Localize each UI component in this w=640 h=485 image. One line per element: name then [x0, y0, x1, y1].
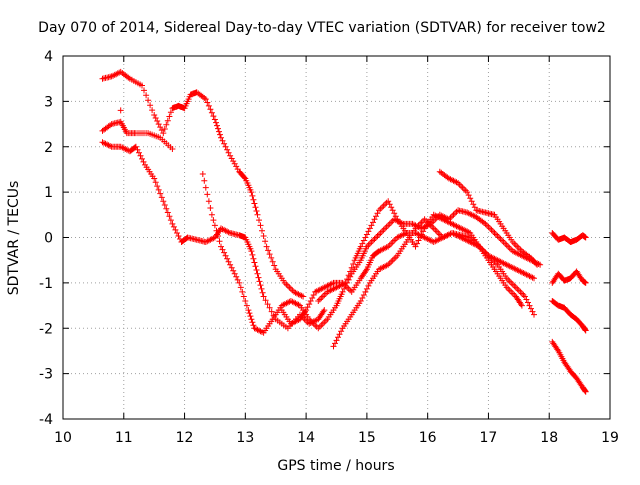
x-tick-label: 13: [236, 430, 254, 446]
data-points: [549, 230, 589, 245]
series-track-2: [99, 118, 176, 152]
y-tick-label: 4: [44, 49, 53, 65]
data-points: [99, 68, 307, 300]
x-tick-label: 16: [419, 430, 437, 446]
y-tick-label: -1: [39, 276, 53, 292]
x-tick-label: 10: [54, 430, 72, 446]
series-track-13: [117, 107, 124, 114]
x-tick-label: 15: [358, 430, 376, 446]
x-axis-label: GPS time / hours: [277, 458, 394, 474]
x-tick-label: 14: [297, 430, 315, 446]
y-tick-label: -2: [39, 321, 53, 337]
data-points: [549, 298, 589, 334]
data-points: [330, 216, 537, 350]
x-tick-label: 11: [115, 430, 133, 446]
y-tick-label: 0: [44, 231, 53, 247]
series-track-11: [549, 298, 589, 334]
series-track-12: [549, 338, 589, 395]
series-track-9: [549, 230, 589, 245]
data-points: [99, 118, 176, 152]
series-track-10: [549, 268, 589, 286]
x-tick-label: 18: [540, 430, 558, 446]
grid: [63, 56, 610, 419]
data-points: [117, 107, 124, 114]
data-points: [436, 168, 541, 268]
y-tick-label: -3: [39, 367, 53, 383]
x-tick-label: 12: [176, 430, 194, 446]
series-track-1: [99, 68, 307, 300]
chart-title: Day 070 of 2014, Sidereal Day-to-day VTE…: [38, 20, 606, 36]
y-axis-label: SDTVAR / TECUs: [6, 181, 22, 296]
series-track-8: [436, 168, 541, 268]
x-tick-label: 17: [480, 430, 498, 446]
x-tick-label: 19: [601, 430, 619, 446]
series-track-7: [330, 216, 537, 350]
y-tick-label: -4: [39, 412, 53, 428]
data-points: [549, 338, 589, 395]
y-tick-label: 2: [44, 140, 53, 156]
plot-area: [99, 68, 589, 395]
y-tick-label: 3: [44, 94, 53, 110]
data-points: [549, 268, 589, 286]
y-tick-label: 1: [44, 185, 53, 201]
